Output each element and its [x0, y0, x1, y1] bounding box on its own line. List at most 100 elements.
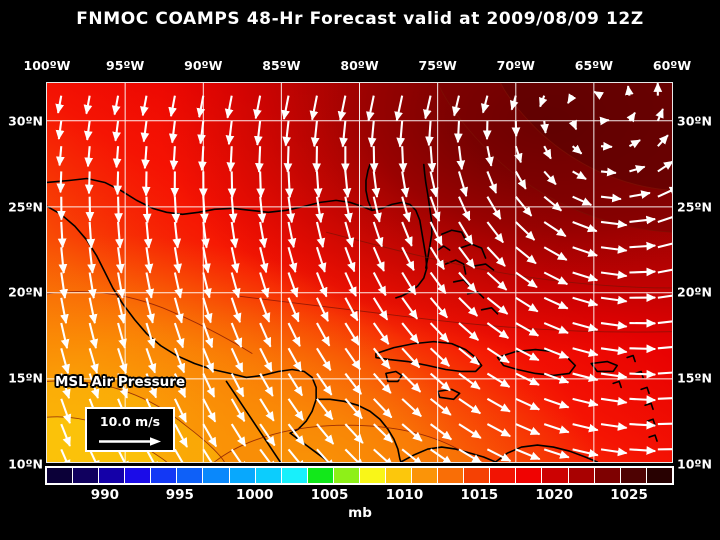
wind-arrow: [202, 322, 214, 349]
wind-arrow: [344, 272, 357, 297]
wind-arrow: [543, 195, 563, 212]
map-canvas: [47, 83, 672, 462]
wind-arrow: [112, 146, 122, 169]
colorbar-cell-16: [464, 468, 491, 483]
wind-arrow: [628, 139, 641, 149]
wind-arrow: [458, 271, 477, 293]
wind-arrow: [87, 247, 96, 274]
wind-arrow: [310, 120, 320, 148]
wind-arrow: [514, 145, 523, 164]
pressure-colorbar[interactable]: [45, 466, 674, 485]
wind-arrow: [657, 242, 672, 249]
wind-arrow: [142, 196, 152, 224]
wind-arrow: [60, 448, 71, 462]
wind-arrow: [117, 322, 127, 349]
lon-tick-2: 90ºW: [184, 58, 223, 73]
wind-arrow: [316, 347, 332, 371]
colorbar-cell-13: [386, 468, 413, 483]
wind-arrow: [284, 171, 294, 199]
wind-arrow: [287, 423, 305, 446]
wind-arrow: [168, 95, 177, 118]
wind-arrow: [283, 146, 293, 173]
wind-arrow: [344, 423, 364, 444]
latitude-axis-left: 30ºN 25ºN 20ºN 15ºN 10ºN: [0, 83, 46, 471]
colorbar-cell-11: [333, 468, 360, 483]
wind-arrow: [114, 196, 123, 223]
wind-arrow: [572, 372, 599, 383]
wind-arrow: [486, 397, 511, 413]
lat-axis-left-tick-4: 10ºN: [8, 456, 43, 472]
wind-arrow: [429, 271, 447, 295]
wind-arrow: [143, 221, 153, 249]
colorbar-cell-10: [307, 468, 334, 483]
wind-arrow: [373, 423, 394, 443]
wind-arrow: [458, 423, 482, 439]
wind-arrow: [600, 422, 628, 431]
colorbar-tick-0: 990: [90, 487, 119, 503]
wind-arrow: [372, 221, 384, 248]
wind-arrow: [629, 395, 657, 405]
wind-arrow: [480, 95, 490, 114]
lat-axis-right-tick-2: 20ºN: [677, 284, 712, 300]
wind-arrow: [451, 95, 461, 117]
wind-arrow: [657, 320, 672, 325]
wind-arrow: [60, 373, 71, 400]
colorbar-cell-1: [73, 468, 100, 483]
wind-arrow: [543, 296, 569, 310]
wind-arrow: [457, 171, 469, 198]
wind-arrow: [458, 397, 482, 415]
wind-arrow: [372, 196, 382, 223]
wind-arrow: [169, 146, 179, 171]
wind-arrow: [173, 272, 183, 299]
wind-arrow: [572, 423, 599, 433]
lat-axis-left-tick-3: 15ºN: [8, 370, 43, 386]
colorbar-unit-label: mb: [348, 505, 372, 521]
wind-arrow: [88, 272, 97, 299]
wind-arrow: [372, 272, 387, 297]
wind-arrow: [515, 347, 540, 362]
wind-arrow: [629, 267, 657, 277]
wind-arrow: [372, 347, 391, 370]
wind-arrow: [429, 372, 451, 392]
map-plot-area[interactable]: [46, 82, 673, 463]
wind-arrow: [543, 347, 570, 359]
wind-arrow: [315, 272, 328, 298]
wind-arrow: [344, 372, 363, 395]
colorbar-tick-6: 1020: [535, 487, 573, 503]
wind-arrow: [423, 95, 432, 120]
wind-arrow: [225, 120, 235, 146]
wind-arrow: [145, 448, 159, 462]
colorbar-cell-5: [177, 468, 204, 483]
wind-arrow: [259, 448, 276, 462]
wind-arrow: [456, 146, 466, 171]
wind-arrow: [372, 322, 390, 345]
wind-arrow: [401, 221, 413, 247]
wind-arrow: [88, 322, 99, 349]
wind-arrow: [117, 297, 127, 324]
wind-arrow: [255, 146, 264, 173]
wind-arrow: [115, 221, 124, 249]
wind-arrow: [600, 245, 628, 254]
wind-arrow: [657, 134, 669, 147]
wind-arrow: [366, 95, 375, 122]
wind-arrow: [202, 297, 213, 324]
wind-arrow: [84, 171, 94, 195]
wind-arrow: [140, 95, 149, 117]
wind-arrow: [287, 373, 304, 397]
colorbar-cell-21: [594, 468, 621, 483]
wind-arrow: [229, 221, 239, 249]
wind-arrow: [486, 423, 511, 438]
wind-arrow: [401, 322, 420, 344]
wind-arrow: [88, 373, 100, 399]
wind-arrow: [316, 372, 333, 396]
wind-arrow: [657, 397, 672, 400]
wind-arrow: [168, 120, 178, 144]
wind-arrow: [401, 196, 412, 223]
wind-arrow: [572, 271, 599, 282]
wind-arrow: [600, 270, 628, 280]
wind-arrow: [117, 347, 128, 374]
wind-arrow: [429, 297, 449, 319]
colorbar-cell-14: [412, 468, 439, 483]
colorbar-cell-23: [646, 468, 672, 483]
wind-arrow: [316, 322, 331, 347]
